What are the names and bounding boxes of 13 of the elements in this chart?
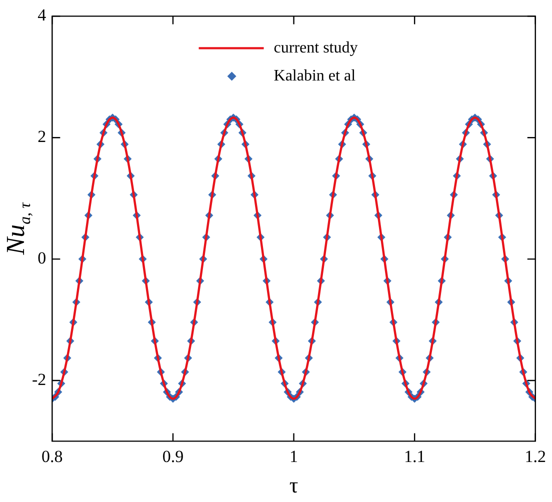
y-axis-title: Nua, τ xyxy=(1,201,34,256)
y-tick-label: 4 xyxy=(38,6,47,25)
x-tick-label: 1 xyxy=(290,446,298,466)
x-tick-label: 0.8 xyxy=(42,446,63,466)
x-tick-label: 1.1 xyxy=(404,446,426,466)
y-tick-label: 0 xyxy=(38,248,46,268)
x-axis-title: τ xyxy=(289,472,298,498)
y-tick-label: 2 xyxy=(38,127,46,146)
x-tick-label: 0.9 xyxy=(162,446,184,466)
y-tick-label: -2 xyxy=(32,370,46,389)
x-tick-label: 1.2 xyxy=(524,446,546,466)
legend-label: Kalabin et al xyxy=(274,67,356,84)
legend-label: current study xyxy=(274,39,358,56)
